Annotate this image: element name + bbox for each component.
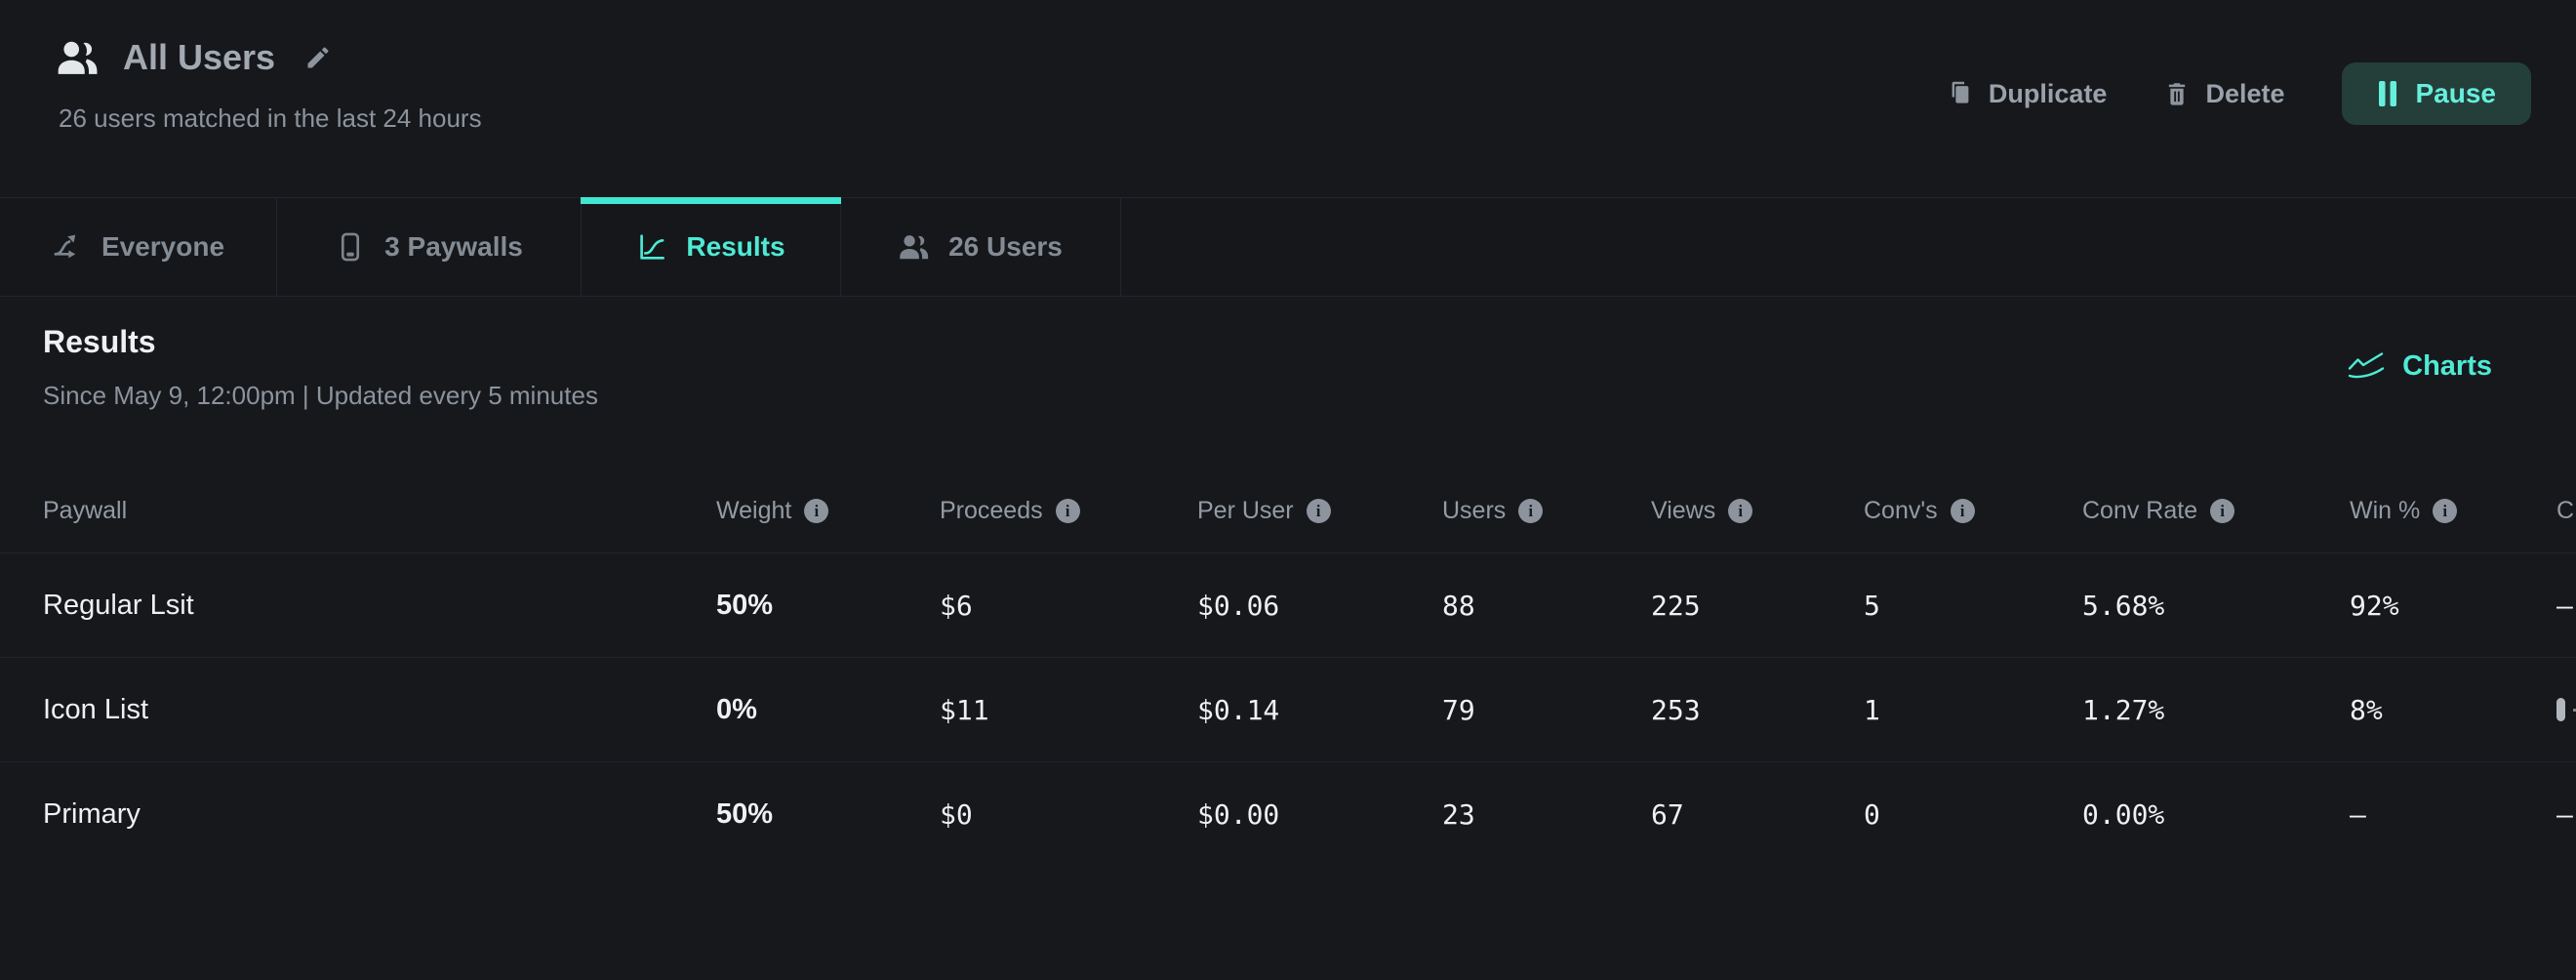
pause-button[interactable]: Pause: [2341, 62, 2531, 125]
copy-icon: [1947, 80, 1974, 107]
results-heading: Results: [43, 324, 156, 359]
tab-paywalls[interactable]: 3 Paywalls: [277, 198, 582, 296]
phone-icon: [335, 231, 366, 263]
tab-label: Everyone: [101, 231, 225, 262]
cell-conv-rate: 5.68%: [2082, 589, 2165, 622]
cell-win: –: [2350, 797, 2366, 831]
tab-results[interactable]: Results: [581, 197, 841, 296]
info-icon[interactable]: i: [804, 499, 829, 523]
duplicate-label: Duplicate: [1988, 78, 2108, 108]
tab-label: 3 Paywalls: [384, 231, 523, 262]
col-conv-rate: Conv Rate: [2082, 497, 2198, 524]
tab-bar: Everyone 3 Paywalls Results 26 Users: [0, 197, 2576, 297]
cell-views: 67: [1651, 797, 1684, 831]
cell-views: 253: [1651, 693, 1701, 726]
cell-win: 92%: [2350, 589, 2399, 622]
delete-button[interactable]: Delete: [2163, 78, 2285, 109]
trash-icon: [2163, 80, 2191, 107]
cell-convs: 0: [1864, 797, 1880, 831]
delete-label: Delete: [2205, 78, 2285, 108]
scroll-thumb[interactable]: [2556, 698, 2565, 721]
cell-proceeds: $6: [940, 589, 973, 622]
tab-users[interactable]: 26 Users: [841, 198, 1121, 296]
cell-clipped: –: [2556, 797, 2573, 831]
info-icon[interactable]: i: [1950, 499, 1975, 523]
cell-clipped: [2556, 698, 2576, 721]
pause-label: Pause: [2415, 78, 2497, 108]
cell-users: 79: [1442, 693, 1475, 726]
drag-dots: [2573, 708, 2576, 712]
charts-button[interactable]: Charts: [2347, 349, 2492, 383]
split-arrows-icon: [52, 231, 83, 263]
results-table: Paywall Weight i Proceeds i Per User i User…: [0, 470, 2576, 866]
col-per-user: Per User: [1197, 497, 1294, 524]
col-paywall: Paywall: [43, 497, 128, 524]
cell-conv-rate: 0.00%: [2082, 797, 2165, 831]
cell-views: 225: [1651, 589, 1701, 622]
table-row[interactable]: Primary 50% $0 $0.00 23 67 0 0.00% – –: [0, 762, 2576, 866]
col-clipped: C: [2556, 497, 2575, 524]
charts-label: Charts: [2402, 349, 2492, 382]
col-views: Views: [1651, 497, 1716, 524]
cell-weight: 50%: [716, 797, 774, 830]
duplicate-button[interactable]: Duplicate: [1947, 78, 2108, 109]
tab-label: 26 Users: [948, 231, 1063, 262]
tab-label: Results: [686, 231, 785, 262]
cell-per-user: $0.00: [1197, 797, 1280, 831]
charts-icon: [2347, 349, 2386, 383]
info-icon[interactable]: i: [2433, 499, 2458, 523]
results-section-header: Results Since May 9, 12:00pm | Updated e…: [0, 297, 2576, 470]
cell-convs: 1: [1864, 693, 1880, 726]
info-icon[interactable]: i: [1306, 499, 1331, 523]
cell-paywall: Icon List: [43, 693, 148, 725]
users-icon: [899, 231, 930, 263]
cell-per-user: $0.14: [1197, 693, 1280, 726]
cell-weight: 0%: [716, 693, 757, 725]
table-row[interactable]: Regular Lsit 50% $6 $0.06 88 225 5 5.68%…: [0, 553, 2576, 658]
cell-proceeds: $11: [940, 693, 989, 726]
users-icon: [57, 39, 100, 76]
page-title: All Users: [123, 37, 276, 77]
cell-per-user: $0.06: [1197, 589, 1280, 622]
table-row[interactable]: Icon List 0% $11 $0.14 79 253 1 1.27% 8%: [0, 658, 2576, 762]
col-proceeds: Proceeds: [940, 497, 1043, 524]
tab-everyone[interactable]: Everyone: [0, 198, 277, 296]
cell-users: 88: [1442, 589, 1475, 622]
info-icon[interactable]: i: [1055, 499, 1080, 523]
cell-win: 8%: [2350, 693, 2383, 726]
results-subheading: Since May 9, 12:00pm | Updated every 5 m…: [43, 381, 598, 410]
col-users: Users: [1442, 497, 1507, 524]
table-header-row: Paywall Weight i Proceeds i Per User i User…: [0, 470, 2576, 553]
col-weight: Weight: [716, 497, 792, 524]
info-icon[interactable]: i: [1518, 499, 1544, 523]
page-header: All Users 26 users matched in the last 2…: [0, 0, 2576, 197]
cell-convs: 5: [1864, 589, 1880, 622]
matched-users-subtitle: 26 users matched in the last 24 hours: [59, 103, 482, 133]
col-convs: Conv's: [1864, 497, 1938, 524]
cell-paywall: Primary: [43, 797, 141, 830]
cell-proceeds: $0: [940, 797, 973, 831]
col-win: Win %: [2350, 497, 2421, 524]
cell-paywall: Regular Lsit: [43, 589, 194, 621]
info-icon[interactable]: i: [2210, 499, 2235, 523]
cell-users: 23: [1442, 797, 1475, 831]
pause-icon: [2377, 80, 2398, 107]
edit-pencil-icon[interactable]: [299, 44, 332, 71]
chart-curve-icon: [636, 231, 667, 263]
cell-clipped: –: [2556, 589, 2573, 622]
info-icon[interactable]: i: [1728, 499, 1753, 523]
cell-weight: 50%: [716, 589, 774, 621]
cell-conv-rate: 1.27%: [2082, 693, 2165, 726]
